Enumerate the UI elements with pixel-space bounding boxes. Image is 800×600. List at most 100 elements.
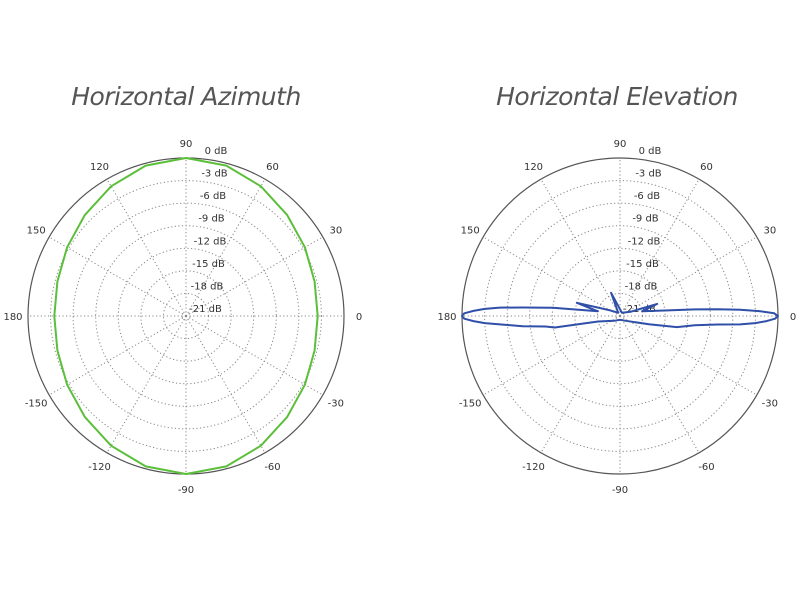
data-point <box>641 310 643 312</box>
radial-tick-label: -9 dB <box>198 214 224 225</box>
angle-tick-label: 90 <box>614 139 627 150</box>
data-point <box>56 349 58 352</box>
data-point <box>521 306 524 309</box>
radial-tick-label: -18 dB <box>191 281 224 292</box>
radial-tick-label: -15 dB <box>192 259 225 270</box>
data-point <box>499 307 501 309</box>
grid-spoke <box>619 315 758 396</box>
data-point <box>716 323 719 326</box>
data-point <box>110 445 112 447</box>
grid-ring <box>551 247 689 385</box>
angle-tick-label: 90 <box>180 139 193 150</box>
data-point <box>758 310 760 312</box>
data-point <box>552 307 554 309</box>
grid-spoke <box>48 315 187 396</box>
grid-ring <box>484 180 756 452</box>
grid-ring <box>72 202 300 430</box>
angle-tick-label: -150 <box>459 399 482 410</box>
angle-tick-label: -90 <box>178 485 194 496</box>
data-point <box>610 292 612 294</box>
grid-spoke <box>619 315 700 454</box>
angle-tick-label: 180 <box>437 312 456 323</box>
data-point <box>286 214 288 216</box>
data-point <box>472 320 474 322</box>
data-point <box>694 308 696 311</box>
data-point <box>56 280 58 283</box>
data-point <box>739 309 741 311</box>
grid-spoke <box>48 236 187 317</box>
grid-spoke <box>106 178 187 317</box>
angle-tick-label: 30 <box>329 226 342 237</box>
data-point <box>225 164 227 167</box>
grid-spoke <box>185 315 324 396</box>
data-point <box>484 322 486 324</box>
data-point <box>629 311 632 313</box>
data-point <box>314 349 316 352</box>
radial-tick-label: -12 dB <box>194 236 227 247</box>
radial-tick-label: 0 dB <box>639 146 662 157</box>
data-point <box>656 303 658 305</box>
grid-spoke <box>185 178 266 317</box>
data-point <box>260 185 262 187</box>
data-point <box>66 384 68 386</box>
angle-tick-label: 60 <box>266 162 279 173</box>
grid-spoke <box>482 236 621 317</box>
data-point <box>463 312 465 314</box>
data-point <box>225 465 227 468</box>
angle-tick-label: 0 <box>356 312 362 323</box>
data-point <box>613 320 615 322</box>
grid-spoke <box>185 315 266 454</box>
data-point <box>260 445 262 447</box>
angle-tick-label: 60 <box>700 162 713 173</box>
data-point <box>739 323 741 325</box>
angle-tick-label: -30 <box>328 399 344 410</box>
radial-tick-label: -18 dB <box>625 281 658 292</box>
angle-tick-label: -90 <box>612 485 628 496</box>
data-point <box>185 157 187 159</box>
radial-tick-label: 0 dB <box>205 146 228 157</box>
data-point <box>522 325 524 327</box>
pattern-series-line <box>461 291 779 329</box>
data-point <box>185 473 187 475</box>
data-point <box>304 246 306 248</box>
data-point <box>472 310 474 312</box>
data-point <box>286 416 288 418</box>
radial-tick-label: -9 dB <box>632 214 658 225</box>
grid-spoke <box>540 315 621 454</box>
data-point <box>110 185 112 187</box>
grid-ring <box>140 270 232 362</box>
radial-tick-label: -3 dB <box>201 169 227 180</box>
data-point <box>619 319 621 321</box>
data-point <box>773 312 775 314</box>
angle-tick-label: -60 <box>264 462 280 473</box>
grid-spoke <box>619 178 700 317</box>
radial-tick-label: -6 dB <box>200 191 226 202</box>
data-point <box>576 302 578 304</box>
grid-ring <box>117 247 255 385</box>
angle-tick-label: 180 <box>3 312 22 323</box>
angle-tick-label: -120 <box>522 462 545 473</box>
angle-tick-label: 120 <box>90 162 109 173</box>
data-point <box>461 315 463 317</box>
angle-tick-label: 150 <box>461 226 480 237</box>
data-point <box>774 318 776 320</box>
angle-tick-label: -30 <box>762 399 778 410</box>
data-point <box>463 318 465 320</box>
data-point <box>499 323 501 325</box>
angle-tick-label: 120 <box>524 162 543 173</box>
grid-spoke <box>619 236 758 317</box>
radial-tick-label: -3 dB <box>635 169 661 180</box>
grid-spoke <box>106 315 187 454</box>
radial-tick-label: -15 dB <box>626 259 659 270</box>
grid-ring <box>574 270 666 362</box>
data-point <box>53 315 55 317</box>
data-point <box>314 280 316 283</box>
data-point <box>484 308 486 310</box>
data-point <box>544 325 547 328</box>
angle-tick-label: 150 <box>27 226 46 237</box>
data-point <box>621 312 623 314</box>
angle-tick-label: 0 <box>790 312 796 323</box>
radial-tick-label: -12 dB <box>628 236 661 247</box>
radial-tick-label: -21 dB <box>189 304 222 315</box>
